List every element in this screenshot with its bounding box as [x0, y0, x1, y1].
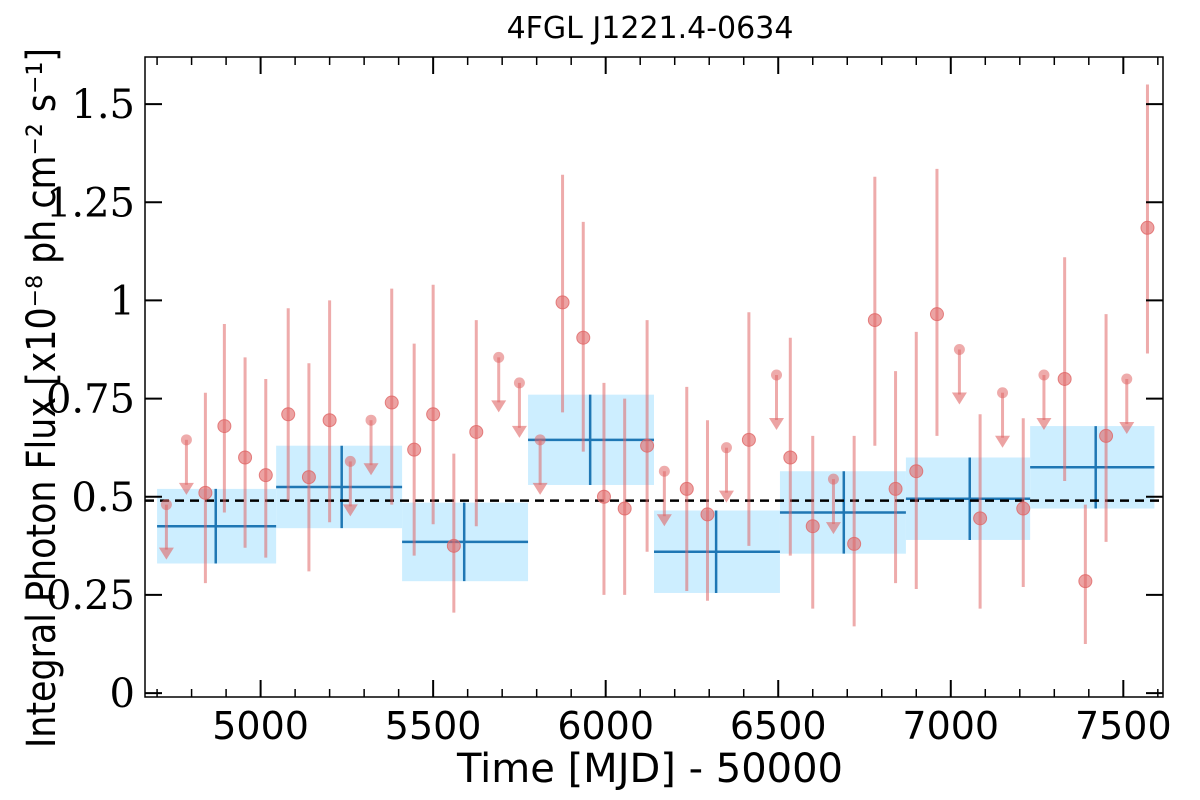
detection-point	[847, 536, 862, 551]
detection-point	[783, 450, 798, 465]
upper-limit-point	[1121, 373, 1133, 385]
upper-limit-arrow	[1119, 421, 1135, 434]
detection-point	[640, 438, 655, 453]
upper-limit-arrow	[532, 482, 548, 495]
detection-point	[1140, 220, 1155, 235]
detection-point	[555, 295, 570, 310]
upper-limit-arrow	[718, 490, 734, 503]
detection-point	[1016, 501, 1031, 516]
x-tick-label: 6500	[730, 704, 827, 748]
upper-limit-arrow	[491, 400, 507, 413]
upper-limit-arrow	[1036, 418, 1052, 431]
detection-point	[1078, 574, 1093, 589]
upper-limit-arrow	[342, 504, 358, 517]
y-axis-label: Integral Photon Flux [x10⁻⁸ ph cm⁻² s⁻¹]	[19, 48, 65, 748]
detection-point	[217, 419, 232, 434]
y-tick-label: 1.5	[71, 82, 135, 128]
binned-flux-group	[157, 394, 1155, 593]
plot-frame-group: 0 0.25 0.5 0.75 1 1.25 1.5 5000 5500 6000 6500 7000…	[46, 56, 1172, 748]
detection-point	[741, 432, 756, 447]
detection-point	[301, 470, 316, 485]
y-tick-label: 1.25	[46, 180, 135, 226]
upper-limit-point	[827, 473, 839, 485]
detection-point	[973, 511, 988, 526]
detection-point	[469, 424, 484, 439]
detection-point	[198, 485, 213, 500]
y-tick-label: 0.5	[71, 475, 135, 521]
x-tick-label: 5000	[212, 704, 309, 748]
upper-limit-point	[513, 377, 525, 389]
detection-point	[867, 313, 882, 328]
upper-limit-point	[720, 442, 732, 454]
upper-limit-point	[344, 455, 356, 467]
upper-limit-arrow	[178, 482, 194, 495]
detection-point	[888, 481, 903, 496]
upper-limit-arrow	[363, 463, 379, 476]
detection-point	[1057, 371, 1072, 386]
x-tick-label: 7500	[1075, 704, 1172, 748]
detection-point	[322, 413, 337, 428]
detection-point	[576, 330, 591, 345]
upper-limit-point	[180, 434, 192, 446]
detection-point	[407, 442, 422, 457]
upper-limit-point	[1038, 369, 1050, 381]
detection-point	[805, 519, 820, 534]
detection-point	[238, 450, 253, 465]
detection-point	[909, 464, 924, 479]
detection-point	[596, 489, 611, 504]
x-tick-label: 5500	[385, 704, 482, 748]
upper-limit-point	[771, 369, 783, 381]
upper-limit-arrow	[995, 435, 1011, 448]
y-tick-label: 1	[110, 278, 135, 324]
detection-point	[384, 395, 399, 410]
upper-limit-point	[997, 387, 1009, 399]
upper-limit-arrow	[158, 547, 174, 560]
y-tick-label: 0.25	[46, 573, 135, 619]
detection-point	[1099, 428, 1114, 443]
upper-limit-point	[534, 434, 546, 446]
upper-limit-arrow	[656, 514, 672, 527]
chart-title: 4FGL J1221.4-0634	[507, 11, 794, 46]
y-tick-label: 0.75	[46, 377, 135, 423]
detection-point	[426, 407, 441, 422]
y-tick-label: 0	[110, 671, 135, 717]
upper-limit-arrow	[769, 418, 785, 431]
upper-limit-point	[953, 344, 965, 356]
detection-point	[446, 538, 461, 553]
upper-limit-arrow	[511, 425, 527, 438]
detection-point	[617, 501, 632, 516]
upper-limit-point	[658, 465, 670, 477]
upper-limit-point	[365, 414, 377, 426]
upper-limit-arrow	[951, 392, 967, 405]
detection-point	[700, 507, 715, 522]
x-tick-label: 7000	[902, 704, 999, 748]
plot-frame	[144, 56, 1164, 698]
detection-point	[679, 481, 694, 496]
detection-point	[258, 468, 273, 483]
upper-limit-point	[493, 351, 505, 363]
upper-limit-arrow	[825, 522, 841, 535]
x-tick-label: 6000	[557, 704, 654, 748]
detection-point	[929, 307, 944, 322]
flux-points-group	[158, 84, 1155, 644]
upper-limit-point	[160, 499, 172, 511]
detection-point	[281, 407, 296, 422]
x-axis-label: Time [MJD] - 50000	[456, 746, 843, 792]
